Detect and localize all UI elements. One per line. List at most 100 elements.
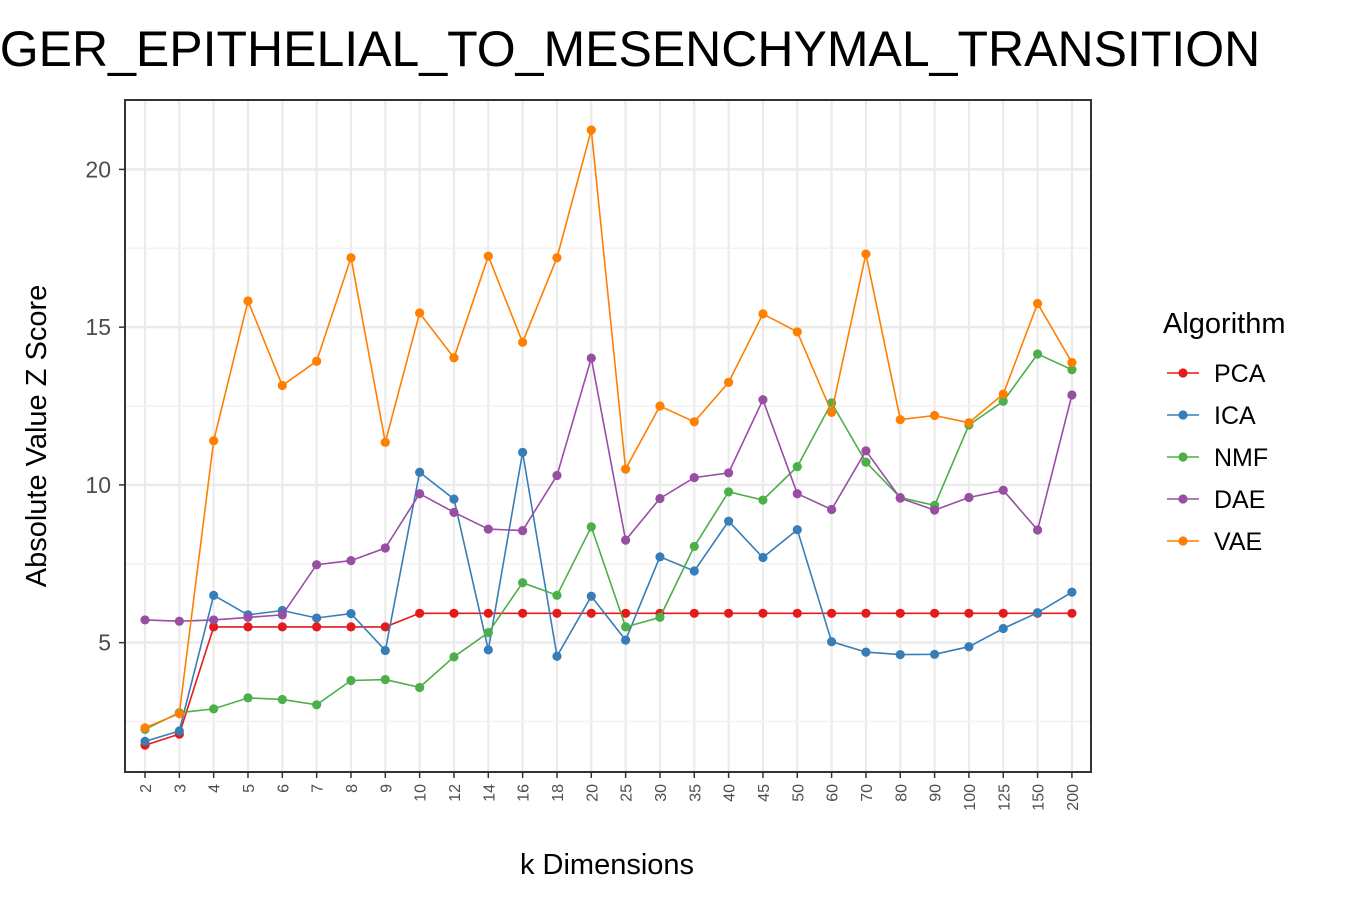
data-point xyxy=(483,627,493,638)
data-point xyxy=(792,489,802,499)
data-point xyxy=(518,608,528,618)
data-point xyxy=(209,590,219,600)
data-point xyxy=(243,693,253,703)
x-tick-label: 18 xyxy=(550,784,567,802)
x-tick-label: 125 xyxy=(996,784,1013,811)
data-point xyxy=(415,467,425,477)
data-point xyxy=(895,414,905,425)
data-point xyxy=(449,353,459,363)
data-point xyxy=(552,651,562,661)
series-nmf xyxy=(140,349,1077,735)
legend-item-vae: VAE xyxy=(1167,528,1262,556)
data-point xyxy=(518,526,528,536)
data-point xyxy=(277,694,287,705)
data-point xyxy=(174,726,184,736)
legend-key-point xyxy=(1178,452,1188,462)
data-point xyxy=(140,723,150,733)
x-tick-label: 2 xyxy=(138,784,155,793)
data-point xyxy=(998,608,1008,618)
x-tick-label: 5 xyxy=(241,784,258,793)
data-point xyxy=(1067,587,1077,597)
x-tick-label: 100 xyxy=(962,784,979,811)
data-point xyxy=(689,566,699,576)
data-point xyxy=(861,608,871,618)
x-tick-label: 16 xyxy=(516,784,533,802)
y-tick-label: 5 xyxy=(98,630,111,656)
legend-label: PCA xyxy=(1214,360,1266,388)
data-point xyxy=(827,637,837,647)
data-point xyxy=(929,608,940,618)
data-point xyxy=(380,622,390,632)
x-tick-label: 90 xyxy=(928,784,945,802)
data-point xyxy=(586,353,596,363)
x-tick-label: 8 xyxy=(344,784,361,793)
data-point xyxy=(483,251,493,261)
data-point xyxy=(586,125,596,135)
data-point xyxy=(724,516,734,526)
x-tick-label: 20 xyxy=(584,784,601,802)
data-point xyxy=(1032,525,1043,535)
data-point xyxy=(449,507,459,517)
data-point xyxy=(929,410,940,421)
series-dae xyxy=(140,353,1077,626)
data-point xyxy=(518,447,528,458)
data-point xyxy=(346,609,356,619)
data-point xyxy=(827,504,837,515)
x-tick-label: 6 xyxy=(275,784,292,793)
data-point xyxy=(312,622,322,632)
data-point xyxy=(449,494,459,504)
x-tick-label: 80 xyxy=(893,784,910,802)
y-axis: 5 10 15 20 xyxy=(85,156,125,656)
series-vae xyxy=(140,125,1077,733)
x-tick-label: 40 xyxy=(722,784,739,802)
x-tick-label: 7 xyxy=(310,784,327,793)
series-line xyxy=(144,352,1073,731)
series-line xyxy=(144,129,1073,729)
data-point xyxy=(621,464,631,474)
x-tick-label: 35 xyxy=(687,784,704,802)
data-point xyxy=(380,674,390,685)
data-point xyxy=(1032,608,1043,618)
y-tick-label: 10 xyxy=(85,472,111,498)
data-point xyxy=(209,436,219,446)
data-point xyxy=(209,704,219,714)
series-line xyxy=(144,357,1073,623)
data-point xyxy=(655,612,665,623)
x-tick-label: 50 xyxy=(790,784,807,802)
x-tick-label: 60 xyxy=(825,784,842,802)
x-tick-label: 9 xyxy=(378,784,395,793)
data-point xyxy=(174,616,184,626)
legend-item-dae: DAE xyxy=(1167,486,1265,514)
data-point xyxy=(243,612,253,623)
data-point xyxy=(861,457,871,467)
data-point xyxy=(552,253,562,263)
data-point xyxy=(861,446,871,456)
data-point xyxy=(312,356,322,366)
data-point xyxy=(346,556,356,566)
legend-item-pca: PCA xyxy=(1167,360,1266,388)
data-point xyxy=(209,622,219,632)
data-point xyxy=(415,489,425,499)
series-pca xyxy=(140,608,1077,750)
x-axis-title: k Dimensions xyxy=(520,849,694,881)
x-axis: 2 3 4 5 6 7 8 9 10 12 14 16 18 20 25 30 35 40 45 50 60 70 80 90… xyxy=(138,772,1082,811)
data-point xyxy=(312,613,322,623)
data-point xyxy=(312,700,322,710)
data-point xyxy=(758,608,768,618)
data-point xyxy=(552,608,562,618)
data-point xyxy=(724,487,734,497)
data-point xyxy=(689,541,699,552)
legend-label: ICA xyxy=(1214,402,1256,430)
data-point xyxy=(449,608,459,618)
legend-key-point xyxy=(1178,410,1188,420)
x-tick-label: 45 xyxy=(756,784,773,802)
data-point xyxy=(827,407,837,417)
data-point xyxy=(552,470,562,481)
data-point xyxy=(724,608,734,618)
data-point xyxy=(586,522,596,532)
data-point xyxy=(758,495,768,505)
data-point xyxy=(243,296,253,306)
data-point xyxy=(998,396,1008,406)
data-point xyxy=(346,622,356,632)
data-point xyxy=(964,608,974,618)
